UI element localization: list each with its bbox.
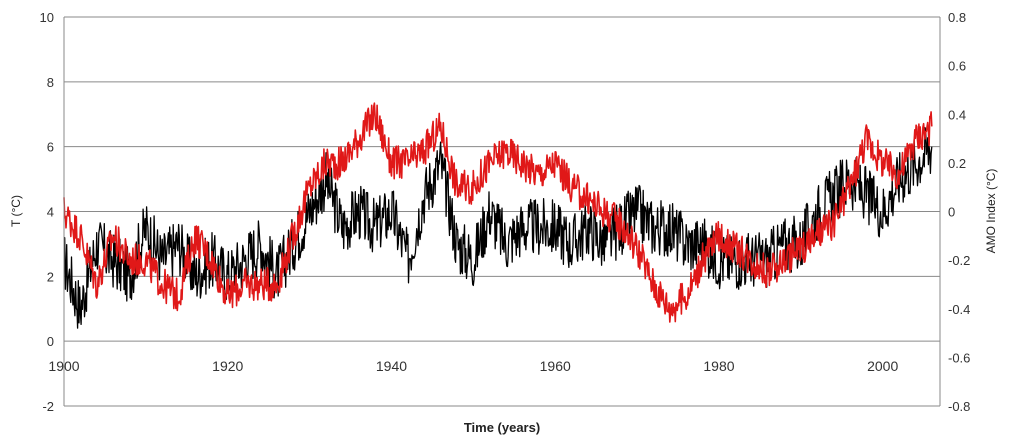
x-tick-label: 1920 (212, 358, 243, 374)
y-right-tick-label: -0.2 (948, 253, 970, 268)
y-left-tick-label: 2 (47, 269, 54, 284)
y-left-tick-label: 6 (47, 140, 54, 155)
x-tick-label: 2000 (867, 358, 898, 374)
y-left-tick-label: 4 (47, 205, 54, 220)
y-left-tick-label: 10 (40, 10, 54, 25)
x-tick-label: 1900 (48, 358, 79, 374)
y-right-tick-label: -0.8 (948, 399, 970, 414)
y-axis-left-label: T (°C) (9, 195, 23, 227)
y-left-tick-label: 0 (47, 334, 54, 349)
y-right-tick-label: 0.6 (948, 59, 966, 74)
axes (63, 17, 941, 406)
y-right-tick-label: 0.2 (948, 156, 966, 171)
y-axis-right-label: AMO Index (°C) (984, 169, 998, 254)
y-right-tick-label: 0.8 (948, 10, 966, 25)
y-right-tick-label: 0 (948, 205, 955, 220)
x-tick-label: 1960 (540, 358, 571, 374)
y-right-tick-label: 0.4 (948, 107, 966, 122)
series-line-amo-index (63, 102, 933, 323)
y-right-tick-label: -0.6 (948, 350, 970, 365)
x-tick-label: 1980 (703, 358, 734, 374)
y-left-tick-label: 8 (47, 75, 54, 90)
x-axis-label: Time (years) (464, 420, 540, 435)
x-tick-label: 1940 (376, 358, 407, 374)
y-left-tick-label: -2 (42, 399, 54, 414)
series-layer (63, 102, 933, 329)
y-right-tick-label: -0.4 (948, 302, 970, 317)
tick-labels: -2 0 2 4 6 8 10 -0.8 -0.6 -0.4 -0.2 0 0.2 0.4 0.6 0.8 19… (40, 10, 971, 414)
